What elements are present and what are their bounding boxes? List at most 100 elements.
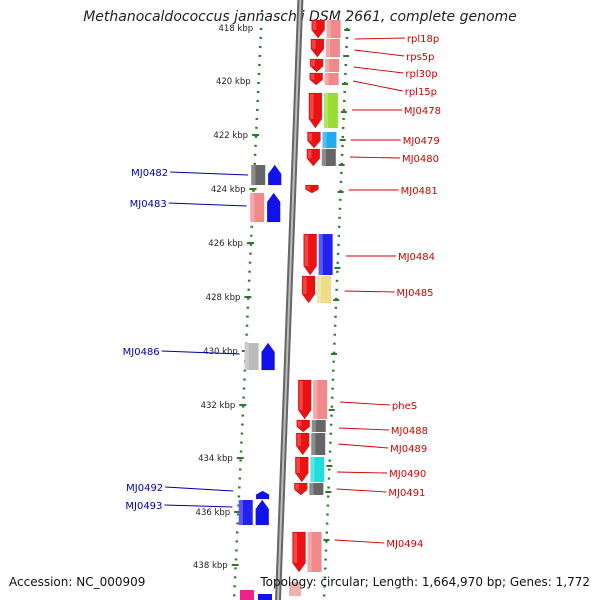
protein-color-box bbox=[321, 149, 336, 166]
kbp-tick-label: 430 kbp bbox=[203, 347, 238, 357]
protein-color-box-shade bbox=[311, 433, 316, 455]
reverse-label-connector bbox=[165, 486, 234, 492]
protein-color-box bbox=[325, 39, 340, 57]
forward-label-connector bbox=[334, 539, 385, 544]
protein-color-box bbox=[238, 500, 253, 525]
genome-backbone-highlight bbox=[277, 0, 302, 600]
forward-gene-arrow-shade bbox=[310, 74, 315, 80]
protein-color-box bbox=[311, 433, 326, 455]
protein-color-box bbox=[322, 132, 337, 148]
forward-gene-arrow-shade bbox=[312, 21, 317, 30]
forward-label-connector bbox=[353, 66, 404, 74]
protein-color-box-shade bbox=[321, 149, 327, 166]
forward-gene-arrow-shade bbox=[299, 381, 303, 410]
protein-color-box bbox=[244, 343, 259, 370]
protein-color-box-shade bbox=[322, 132, 327, 148]
forward-label-connector bbox=[336, 488, 387, 493]
forward-gene-arrow bbox=[296, 419, 311, 433]
forward-label-connector bbox=[354, 49, 405, 57]
protein-color-box-shade bbox=[325, 59, 330, 72]
protein-color-box bbox=[324, 73, 339, 85]
forward-label-connector bbox=[338, 443, 389, 449]
forward-gene-label: MJ0491 bbox=[388, 488, 425, 499]
forward-gene-arrow-shade bbox=[297, 421, 302, 427]
forward-gene-arrow-shade bbox=[311, 40, 316, 49]
protein-color-box bbox=[323, 93, 338, 128]
protein-color-box bbox=[310, 457, 325, 482]
forward-gene-arrow bbox=[305, 184, 319, 194]
forward-gene-label: MJ0480 bbox=[402, 154, 439, 165]
forward-gene-arrow-shade bbox=[296, 458, 300, 473]
reverse-label-connector bbox=[170, 171, 249, 176]
kbp-tick-label: 434 kbp bbox=[198, 454, 233, 464]
forward-gene-arrow bbox=[292, 531, 306, 573]
forward-gene-label: pheS bbox=[392, 401, 417, 412]
forward-gene-arrow bbox=[307, 131, 321, 149]
reverse-label-connector bbox=[164, 504, 233, 508]
forward-gene-arrow-shade bbox=[306, 186, 311, 190]
protein-color-box bbox=[307, 532, 322, 572]
reverse-gene-label: MJ0493 bbox=[125, 501, 162, 512]
protein-color-box-shade bbox=[238, 500, 243, 525]
protein-color-box-shade bbox=[318, 234, 323, 275]
forward-label-connector bbox=[354, 37, 405, 40]
protein-color-box bbox=[326, 20, 341, 38]
reverse-gene-label: MJ0492 bbox=[126, 483, 163, 494]
protein-color-box-shade bbox=[326, 20, 331, 38]
kbp-tick-label: 418 kbp bbox=[219, 24, 254, 34]
protein-color-box-shade bbox=[244, 343, 249, 370]
forward-gene-arrow bbox=[297, 379, 312, 420]
forward-gene-arrow bbox=[309, 72, 323, 86]
protein-color-box bbox=[309, 483, 324, 495]
forward-gene-arrow-shade bbox=[303, 277, 307, 294]
protein-color-box bbox=[318, 234, 333, 275]
forward-label-connector bbox=[350, 156, 400, 159]
kbp-tick-label: 432 kbp bbox=[201, 401, 236, 411]
reverse-gene-arrow bbox=[261, 342, 275, 371]
forward-gene-arrow bbox=[294, 482, 308, 496]
forward-label-connector bbox=[340, 401, 390, 406]
accession-text: Accession: NC_000909 bbox=[9, 575, 146, 589]
forward-gene-arrow-shade bbox=[311, 60, 315, 67]
forward-gene-label: rpl18p bbox=[407, 34, 439, 45]
forward-gene-label: MJ0481 bbox=[401, 186, 438, 197]
forward-gene-arrow-shade bbox=[297, 434, 301, 446]
forward-gene-arrow bbox=[308, 92, 323, 129]
protein-color-box-shade bbox=[250, 193, 255, 222]
protein-color-box-shade bbox=[311, 420, 316, 432]
kbp-tick-label: 424 kbp bbox=[211, 185, 246, 195]
protein-color-box-shade bbox=[309, 483, 314, 495]
protein-color-box bbox=[251, 165, 266, 185]
forward-label-connector bbox=[338, 427, 389, 431]
kbp-tick-label: 420 kbp bbox=[216, 77, 251, 87]
reverse-gene-label: MJ0483 bbox=[130, 199, 167, 210]
protein-color-box bbox=[317, 276, 332, 303]
forward-gene-arrow-shade bbox=[295, 484, 300, 490]
kbp-tick-label: 436 kbp bbox=[196, 508, 231, 518]
forward-gene-label: MJ0478 bbox=[404, 106, 441, 117]
forward-gene-label: MJ0484 bbox=[398, 252, 435, 263]
kbp-tick-label: 438 kbp bbox=[193, 561, 228, 571]
forward-gene-label: rpl15p bbox=[405, 87, 437, 98]
protein-color-box-shade bbox=[307, 532, 312, 572]
forward-gene-label: MJ0490 bbox=[389, 469, 426, 480]
reverse-label-connector bbox=[168, 202, 247, 207]
forward-gene-arrow bbox=[309, 58, 324, 73]
forward-gene-label: MJ0494 bbox=[386, 539, 423, 550]
genome-summary-text: Topology: circular; Length: 1,664,970 bp… bbox=[260, 575, 590, 589]
protein-color-box bbox=[325, 59, 340, 72]
kbp-tick-label: 422 kbp bbox=[213, 131, 248, 141]
reverse-gene-label: MJ0486 bbox=[123, 347, 160, 358]
reverse-gene-arrow bbox=[266, 192, 281, 223]
protein-color-box-shade bbox=[310, 457, 315, 482]
forward-gene-label: MJ0489 bbox=[390, 444, 427, 455]
protein-color-box-shade bbox=[313, 380, 318, 419]
protein-color-box-shade bbox=[325, 39, 331, 57]
reverse-gene-arrow bbox=[255, 499, 270, 526]
forward-gene-arrow bbox=[310, 38, 325, 58]
protein-color-box-shade bbox=[317, 276, 322, 303]
forward-gene-arrow-shade bbox=[309, 94, 314, 119]
reverse-gene-arrow bbox=[267, 164, 282, 186]
